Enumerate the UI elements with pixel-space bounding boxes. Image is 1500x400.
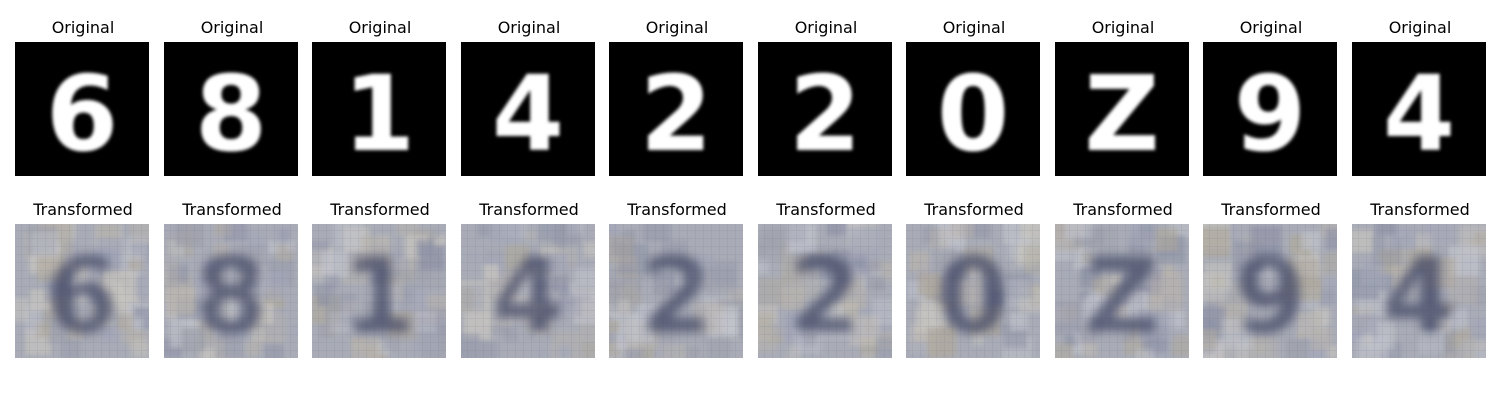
digit-glyph: 4 xyxy=(1383,53,1455,175)
original-title: Original xyxy=(1091,18,1155,37)
digit-glyph: 2 xyxy=(789,53,861,175)
digit-glyph: 1 xyxy=(343,53,415,175)
transformed-digit-image: 2 xyxy=(609,224,743,358)
transformed-digit-glyph: 9 xyxy=(1234,235,1306,357)
original-title: Original xyxy=(942,18,1006,37)
transformed-title: Transformed xyxy=(330,200,430,219)
transformed-title: Transformed xyxy=(182,200,282,219)
digit-image: 4 xyxy=(461,42,595,176)
original-title: Original xyxy=(497,18,561,37)
original-title: Original xyxy=(348,18,412,37)
digit-glyph: 0 xyxy=(937,53,1009,175)
transformed-digit-image: 0 xyxy=(906,224,1040,358)
original-row: Original 6 Original 8 Original 1 Original 4 Orig… xyxy=(0,0,1500,176)
digit-image: 2 xyxy=(609,42,743,176)
transformed-title: Transformed xyxy=(1073,200,1173,219)
transformed-digit-image: 9 xyxy=(1203,224,1337,358)
transformed-title: Transformed xyxy=(33,200,133,219)
original-title: Original xyxy=(1239,18,1303,37)
transformed-title: Transformed xyxy=(776,200,876,219)
original-title: Original xyxy=(51,18,115,37)
digit-image: 8 xyxy=(164,42,298,176)
digit-image: 1 xyxy=(312,42,446,176)
transformed-digit-image: 4 xyxy=(1352,224,1486,358)
digit-image: 6 xyxy=(15,42,149,176)
transformed-title: Transformed xyxy=(627,200,727,219)
transformed-title: Transformed xyxy=(479,200,579,219)
transformed-digit-image: Z xyxy=(1055,224,1189,358)
digit-glyph: Z xyxy=(1084,53,1159,175)
digit-image: 0 xyxy=(906,42,1040,176)
transformed-digit-image: 8 xyxy=(164,224,298,358)
digit-image: Z xyxy=(1055,42,1189,176)
digit-glyph: 9 xyxy=(1234,53,1306,175)
transformed-digit-image: 4 xyxy=(461,224,595,358)
transformed-digit-image: 6 xyxy=(15,224,149,358)
transformed-digit-glyph: 0 xyxy=(937,235,1009,357)
digit-image: 9 xyxy=(1203,42,1337,176)
digit-glyph: 8 xyxy=(195,53,267,175)
transformed-row: Transformed 6 Transformed 8 Transformed 1 Tran… xyxy=(0,182,1500,358)
transformed-digit-glyph: 2 xyxy=(789,235,861,357)
transformed-digit-glyph: 4 xyxy=(1383,235,1455,357)
transformed-title: Transformed xyxy=(924,200,1024,219)
transformed-digit-glyph: 1 xyxy=(343,235,415,357)
digit-image: 2 xyxy=(758,42,892,176)
transformed-title: Transformed xyxy=(1221,200,1321,219)
transformed-digit-glyph: Z xyxy=(1084,235,1159,357)
digit-glyph: 4 xyxy=(492,53,564,175)
digit-image: 4 xyxy=(1352,42,1486,176)
transformed-digit-glyph: 2 xyxy=(640,235,712,357)
transformed-title: Transformed xyxy=(1370,200,1470,219)
transformed-digit-glyph: 4 xyxy=(492,235,564,357)
original-title: Original xyxy=(200,18,264,37)
digit-glyph: 2 xyxy=(640,53,712,175)
transformed-digit-glyph: 8 xyxy=(195,235,267,357)
original-title: Original xyxy=(1388,18,1452,37)
transformed-digit-image: 2 xyxy=(758,224,892,358)
original-title: Original xyxy=(645,18,709,37)
digit-glyph: 6 xyxy=(46,53,118,175)
transformed-digit-image: 1 xyxy=(312,224,446,358)
original-title: Original xyxy=(794,18,858,37)
transformed-digit-glyph: 6 xyxy=(46,235,118,357)
